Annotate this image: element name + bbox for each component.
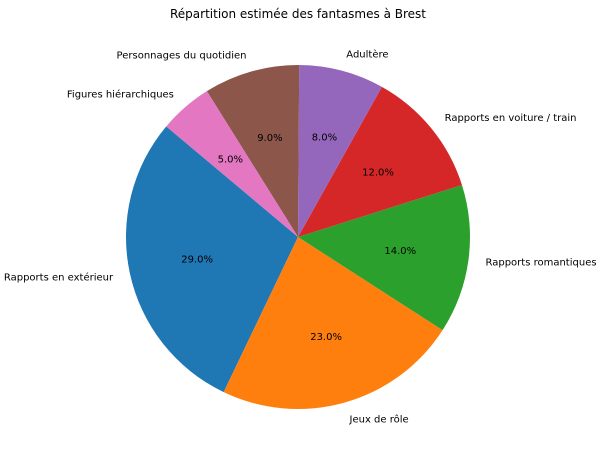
percent-label: 5.0%	[218, 155, 243, 166]
pie-slices	[125, 64, 471, 410]
pie-slice	[166, 91, 298, 237]
percent-label: 14.0%	[384, 246, 416, 257]
pie-slice	[206, 64, 300, 237]
chart-title: Répartition estimée des fantasmes à Bres…	[170, 7, 426, 21]
category-label: Personnages du quotidien	[117, 50, 247, 61]
pie-slice	[298, 65, 382, 237]
percent-label: 9.0%	[257, 133, 282, 144]
category-labels: Rapports en extérieur Jeux de rôle Rapport…	[4, 49, 597, 426]
category-label: Jeux de rôle	[349, 414, 409, 426]
pie-slice	[298, 86, 462, 237]
pie-slice	[125, 126, 298, 393]
percent-label: 12.0%	[362, 167, 394, 178]
pie-slice	[223, 237, 443, 410]
category-label: Figures hiérarchiques	[67, 89, 174, 101]
percent-label: 23.0%	[310, 332, 342, 343]
percent-label: 8.0%	[312, 133, 337, 144]
percent-label: 29.0%	[181, 254, 213, 265]
category-label: Rapports en voiture / train	[445, 113, 577, 124]
category-label: Rapports en extérieur	[4, 272, 114, 284]
percent-labels: 29.0% 23.0% 14.0% 12.0% 8.0% 9.0% 5.0%	[181, 133, 416, 343]
category-label: Rapports romantiques	[486, 258, 597, 269]
category-label: Adultère	[346, 49, 388, 61]
pie-slice	[298, 184, 471, 331]
